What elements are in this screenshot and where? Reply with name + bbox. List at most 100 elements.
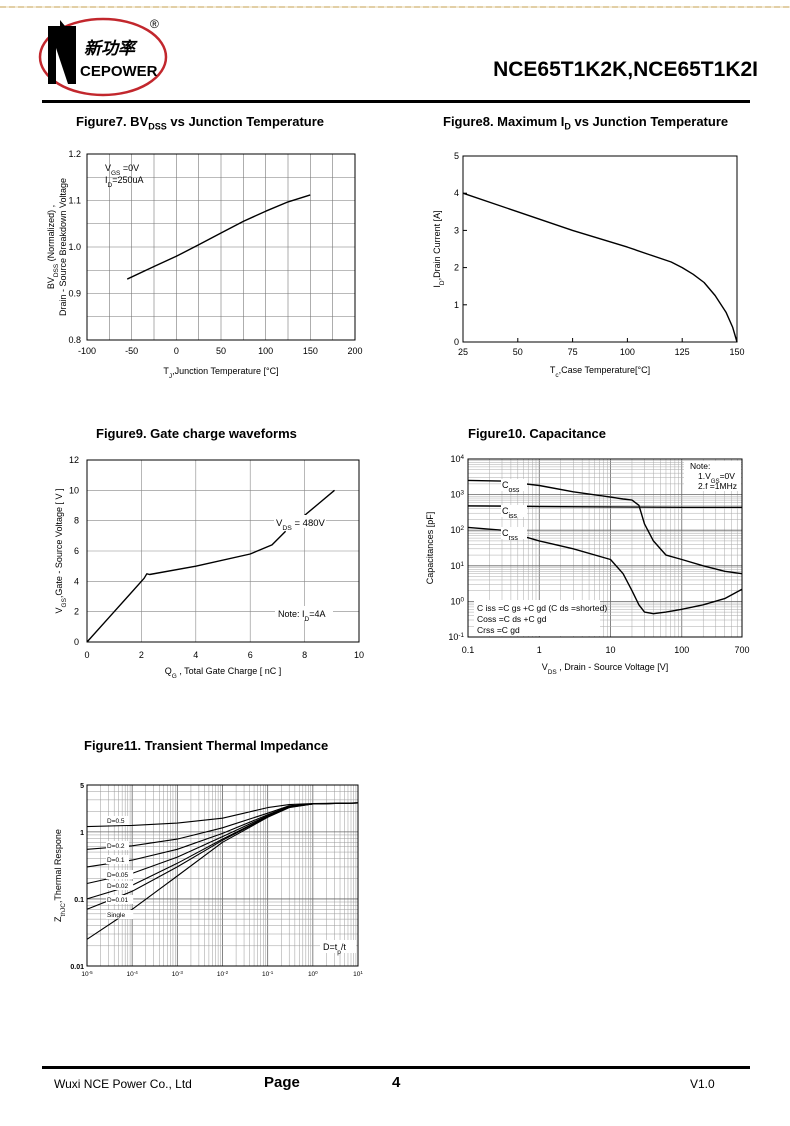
fig9-series-line [86, 530, 287, 643]
fig9-x-tick-label: 8 [302, 650, 307, 660]
fig11-x-tick-label: 101 [353, 970, 363, 979]
fig9-x-tick-label: 10 [354, 650, 364, 660]
fig8-plot-frame [462, 155, 738, 343]
footer-rule [42, 1066, 750, 1069]
fig8-y-tick-label: 3 [454, 225, 459, 235]
fig11-x-tick-label: 10-4 [127, 970, 139, 979]
top-decorative-rule [0, 6, 790, 8]
fig9-y-axis-label: VGS,Gate - Source Voltage [ V ] [54, 489, 68, 614]
fig7-y-axis-label: BVDSS (Normalized) , [46, 205, 60, 289]
fig10-y-tick-label: 101 [450, 560, 464, 571]
fig11-label-bg [106, 895, 134, 904]
fig11-label-bg [106, 841, 129, 850]
figure8-title: Figure8. Maximum ID vs Junction Temperat… [443, 114, 729, 132]
fig10-series-label: Ciss [502, 506, 518, 520]
fig11-x-tick-label: 10-2 [217, 970, 229, 979]
fig7-annotation: VGS =0V [105, 163, 139, 177]
company-logo: 新功率 CEPOWER ® [38, 17, 168, 97]
fig10-x-tick-label: 100 [674, 645, 689, 655]
fig8-y-tick-label: 0 [454, 337, 459, 347]
fig9-x-axis-label: QG , Total Gate Charge [ nC ] [165, 666, 281, 680]
fig11-label-bg [320, 940, 356, 953]
fig10-x-tick-label: 1 [537, 645, 542, 655]
fig7-series-line [126, 194, 311, 280]
fig9-y-tick-label: 12 [69, 455, 79, 465]
fig10-series-label: Crss [502, 528, 518, 542]
fig10-formula: Crss =C gd [477, 625, 520, 635]
fig8-y-tick-label: 5 [454, 151, 459, 161]
fig8-y-tick-label: 2 [454, 263, 459, 273]
fig10-formula: Coss =C ds +C gd [477, 614, 547, 624]
document-title: NCE65T1K2K,NCE65T1K2I [493, 58, 758, 81]
fig9-y-tick-label: 2 [74, 607, 79, 617]
fig11-label-bg [106, 816, 129, 825]
fig11-series-label: D=0.02 [107, 883, 129, 890]
fig11-series-line [86, 802, 359, 940]
fig7-y-tick-label: 0.8 [68, 335, 81, 345]
fig11-y-tick-label: 0.1 [74, 897, 84, 904]
fig8-x-tick-label: 100 [620, 347, 635, 357]
fig10-note: 1.VGS=0V [698, 471, 735, 485]
fig11-plot-frame [86, 784, 359, 967]
fig7-y-tick-label: 1.1 [68, 196, 81, 206]
fig9-x-tick-label: 4 [193, 650, 198, 660]
fig11-series-label: D=0.2 [107, 843, 125, 850]
fig10-label-bg [501, 505, 527, 517]
fig9-plot-frame [86, 459, 360, 643]
fig10-series-line [467, 479, 743, 575]
fig7-x-tick-label: 200 [347, 346, 362, 356]
figure9-title: Figure9. Gate charge waveforms [96, 426, 297, 441]
fig11-y-tick-label: 5 [80, 783, 84, 790]
fig8-y-tick-label: 1 [454, 300, 459, 310]
fig10-plot-frame [467, 458, 743, 638]
fig10-label-bg [501, 527, 527, 539]
fig10-x-tick-label: 700 [734, 645, 749, 655]
fig8-y-axis-label: ID,Drain Current [A] [432, 210, 446, 287]
fig9-annotation: VDS = 480V [276, 518, 326, 532]
fig11-x-tick-label: 10-5 [81, 970, 93, 979]
fig7-x-tick-label: -50 [125, 346, 138, 356]
fig8-series-line [462, 192, 738, 343]
fig10-x-tick-label: 10 [606, 645, 616, 655]
fig9-x-tick-label: 6 [248, 650, 253, 660]
fig7-y-tick-label: 0.9 [68, 289, 81, 299]
footer-company: Wuxi NCE Power Co., Ltd [54, 1077, 192, 1091]
fig7-y-tick-label: 1.2 [68, 149, 81, 159]
fig10-y-tick-label: 103 [450, 489, 464, 500]
fig11-y-tick-label: 1 [80, 830, 84, 837]
fig8-x-tick-label: 75 [568, 347, 578, 357]
fig11-label-bg [106, 910, 134, 919]
fig11-series-label: D=0.05 [107, 872, 129, 879]
fig7-x-tick-label: 100 [258, 346, 273, 356]
fig7-x-tick-label: -100 [78, 346, 96, 356]
fig7-plot-frame [86, 153, 356, 341]
fig11-label-bg [106, 870, 134, 879]
fig11-series-line [86, 802, 359, 828]
fig10-x-axis-label: VDS , Drain - Source Voltage [V] [542, 662, 669, 676]
fig9-label-bg [275, 606, 333, 620]
header-rule [42, 100, 750, 103]
footer-page-label: Page [264, 1074, 300, 1091]
fig7-annotation: ID=250uA [105, 175, 143, 189]
fig10-y-tick-label: 104 [450, 454, 464, 465]
fig7-x-axis-label: TJ,Junction Temperature [°C] [163, 366, 278, 380]
fig11-series-label: D=0.01 [107, 897, 129, 904]
fig11-x-tick-label: 100 [308, 970, 318, 979]
fig7-x-tick-label: 50 [216, 346, 226, 356]
fig7-x-tick-label: 0 [174, 346, 179, 356]
figure7-title: Figure7. BVDSS vs Junction Temperature [76, 114, 325, 132]
footer-page-number: 4 [392, 1074, 401, 1091]
brand-cn: 新功率 [84, 39, 138, 58]
fig9-y-tick-label: 8 [74, 516, 79, 526]
fig8-x-tick-label: 125 [675, 347, 690, 357]
brand-en: CEPOWER [80, 63, 158, 80]
fig10-y-tick-label: 100 [450, 596, 464, 607]
fig11-series-label: D=0.1 [107, 857, 125, 864]
footer-version: V1.0 [690, 1077, 715, 1091]
fig10-formula: C iss =C gs +C gd (C ds =shorted) [477, 603, 607, 613]
fig11-label-bg [106, 855, 129, 864]
fig8-x-tick-label: 25 [458, 347, 468, 357]
fig8-x-axis-label: Tc,Case Temperature[°C] [550, 365, 650, 379]
fig9-x-tick-label: 0 [84, 650, 89, 660]
fig11-annotation: D=tp/t [323, 942, 346, 956]
